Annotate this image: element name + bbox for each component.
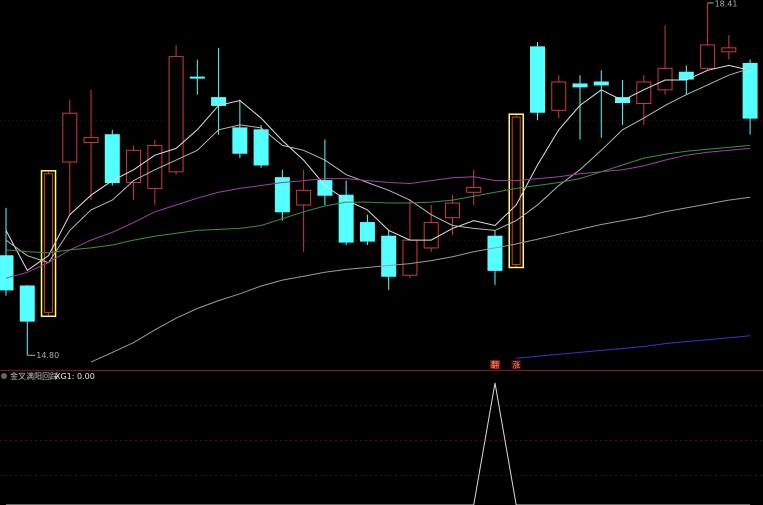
candle-body [168,56,184,173]
moving-average [5,64,751,272]
candle-body [126,149,142,184]
candle-body [317,180,333,196]
candle-body [678,71,694,80]
candle-body [551,81,567,111]
candle-body [700,44,716,69]
candle-body [572,83,588,88]
candle-body [636,81,652,104]
signal-label: 翻 [491,361,499,370]
indicator-icon[interactable] [1,373,7,379]
signal-box [489,360,500,369]
moving-average [5,147,751,279]
candle-body [487,235,503,271]
moving-average [5,67,751,264]
indicator-title: 金叉满阳回踩 [10,371,58,381]
candle-body [296,189,312,206]
candle-body [147,144,163,189]
candle-body [402,239,418,276]
max-label: 18.41 [715,0,738,9]
candle-body [253,129,269,166]
candle-body [0,255,14,291]
candle-body [104,134,120,184]
candle-body [62,112,78,163]
candle-body [657,67,673,91]
candle-body [83,137,99,144]
candle-body [338,194,354,243]
candle-body [381,235,397,277]
min-label: 14.80 [36,351,59,360]
candle-body [274,177,290,213]
candle-body [593,81,609,86]
indicator-legend: XG1: 0.00 [55,372,95,381]
candle-body [232,127,248,154]
candle-body [742,62,758,119]
candle-body [19,285,35,322]
candle-body [359,222,375,242]
candle-body [466,186,482,193]
candle-body [511,116,521,266]
highlight-box [40,170,57,318]
moving-average [516,335,751,359]
signal-label: 涨 [512,360,520,370]
candle-body [530,46,545,113]
moving-average [90,196,751,363]
candle-body [423,222,439,249]
candle-body [721,47,737,53]
moving-average [5,144,751,254]
signal-box [511,360,522,369]
candle-body [44,173,54,313]
candle-body [189,76,205,79]
candle-body [444,202,460,219]
